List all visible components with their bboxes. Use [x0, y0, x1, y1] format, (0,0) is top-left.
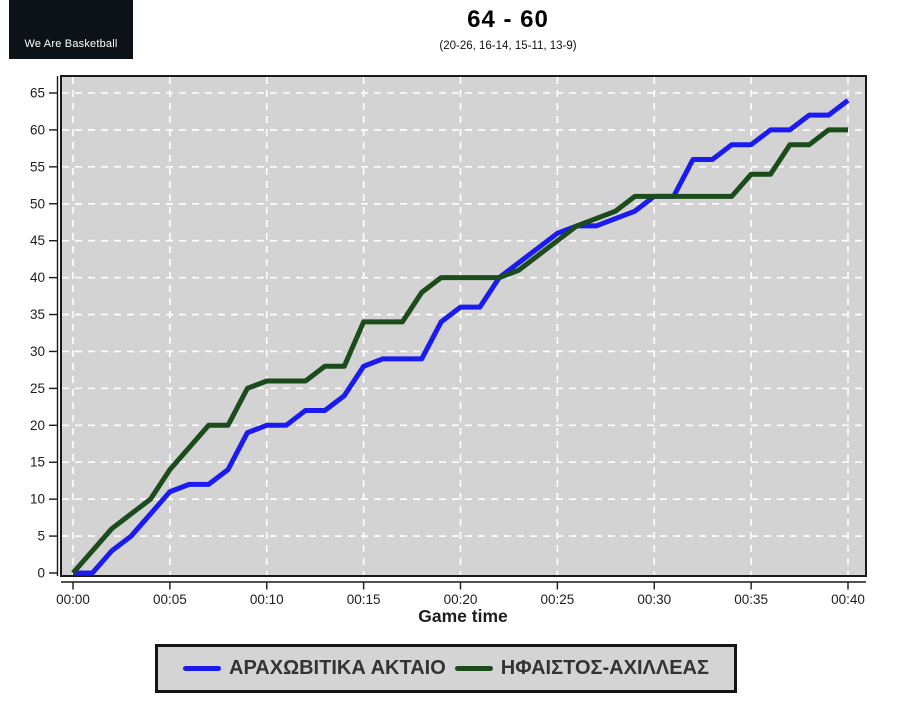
svg-text:50: 50 — [30, 196, 45, 211]
y-tick-labels: 0 5 10 15 20 25 30 35 40 45 50 55 60 65 — [30, 86, 45, 581]
logo-text: We Are Basketball — [24, 38, 118, 50]
svg-text:25: 25 — [30, 381, 45, 396]
svg-text:30: 30 — [30, 344, 45, 359]
svg-text:0: 0 — [37, 566, 45, 581]
svg-text:00:15: 00:15 — [347, 592, 381, 607]
logo-banner: We Are Basketball — [9, 0, 133, 59]
svg-text:00:00: 00:00 — [56, 592, 90, 607]
svg-text:00:20: 00:20 — [444, 592, 478, 607]
gridlines — [62, 77, 865, 575]
x-tick-labels: 00:00 00:05 00:10 00:15 00:20 00:25 00:30 00:35… — [56, 592, 865, 607]
svg-text:00:10: 00:10 — [250, 592, 284, 607]
svg-text:00:35: 00:35 — [734, 592, 768, 607]
svg-text:35: 35 — [30, 307, 45, 322]
legend-entry-home: ΑΡΑΧΩΒΙΤΙΚΑ ΑΚΤΑΙΟ — [183, 657, 446, 680]
legend-swatch-green — [454, 666, 493, 671]
svg-text:00:05: 00:05 — [153, 592, 187, 607]
legend-swatch-blue — [183, 666, 221, 671]
quarter-scores: (20-26, 16-14, 15-11, 13-9) — [439, 40, 577, 52]
svg-text:5: 5 — [37, 529, 45, 544]
legend-label-home: ΑΡΑΧΩΒΙΤΙΚΑ ΑΚΤΑΙΟ — [229, 657, 446, 679]
series-line-0 — [73, 98, 850, 576]
x-axis-label: Game time — [418, 606, 508, 626]
svg-text:45: 45 — [30, 233, 45, 248]
plot-border — [60, 75, 867, 577]
svg-text:00:30: 00:30 — [637, 592, 671, 607]
legend-entry-away: ΗΦΑΙΣΤΟΣ-ΑΧΙΛΛΕΑΣ — [454, 657, 709, 680]
svg-text:10: 10 — [30, 492, 45, 507]
svg-text:55: 55 — [30, 159, 45, 174]
legend-label-away: ΗΦΑΙΣΤΟΣ-ΑΧΙΛΛΕΑΣ — [500, 657, 709, 679]
svg-text:00:40: 00:40 — [831, 592, 865, 607]
svg-text:00:25: 00:25 — [540, 592, 574, 607]
plot-area — [61, 76, 866, 576]
svg-text:65: 65 — [30, 86, 45, 101]
svg-text:20: 20 — [30, 418, 45, 433]
svg-text:60: 60 — [30, 122, 45, 137]
legend-box: ΑΡΑΧΩΒΙΤΙΚΑ ΑΚΤΑΙΟ ΗΦΑΙΣΤΟΣ-ΑΧΙΛΛΕΑΣ — [155, 644, 737, 693]
title-block: 64 - 60 (20-26, 16-14, 15-11, 13-9) — [439, 6, 576, 52]
score-title: 64 - 60 — [467, 6, 549, 33]
axes — [49, 76, 866, 590]
svg-text:40: 40 — [30, 270, 45, 285]
svg-text:15: 15 — [30, 455, 45, 470]
series-line-1 — [71, 127, 848, 575]
